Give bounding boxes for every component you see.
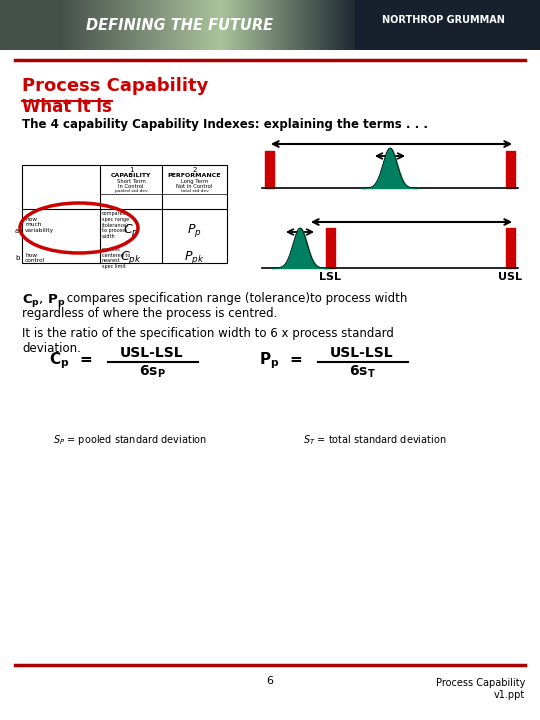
Text: Short Term: Short Term	[117, 179, 145, 184]
Text: pooled std dev: pooled std dev	[114, 189, 147, 193]
Text: how
control: how control	[25, 253, 45, 264]
Text: how
much
variability: how much variability	[25, 217, 54, 233]
Text: Process Capability
v1.ppt: Process Capability v1.ppt	[436, 678, 525, 700]
Text: 1: 1	[129, 167, 133, 173]
Text: $\mathbf{P_p}$  =: $\mathbf{P_p}$ =	[259, 351, 302, 372]
Text: $S_T$ = total standard deviation: $S_T$ = total standard deviation	[303, 433, 447, 447]
Text: process
centered to
nearest
spec limit: process centered to nearest spec limit	[102, 247, 130, 269]
Text: $\mathbf{C_p}$, $\mathbf{P_p}$: $\mathbf{C_p}$, $\mathbf{P_p}$	[22, 292, 65, 309]
Text: What it is: What it is	[22, 98, 112, 116]
Text: b: b	[15, 255, 19, 261]
Text: 2: 2	[192, 167, 197, 173]
Text: Process Capability: Process Capability	[22, 77, 208, 95]
Text: deviation.: deviation.	[22, 342, 81, 355]
Text: $\mathbf{6s_P}$: $\mathbf{6s_P}$	[139, 364, 165, 380]
Text: $C_{pk}$: $C_{pk}$	[120, 250, 142, 266]
Text: USL: USL	[498, 272, 522, 282]
Text: USL-LSL: USL-LSL	[330, 346, 394, 360]
Text: USL-LSL: USL-LSL	[120, 346, 184, 360]
Text: DEFINING THE FUTURE: DEFINING THE FUTURE	[86, 17, 274, 32]
Text: NORTHROP GRUMMAN: NORTHROP GRUMMAN	[382, 15, 504, 25]
Text: PERFORMANCE: PERFORMANCE	[168, 173, 221, 178]
Text: It is the ratio of the specification width to 6 x process standard: It is the ratio of the specification wid…	[22, 327, 394, 340]
Text: In Control: In Control	[118, 184, 144, 189]
Text: total std dev: total std dev	[180, 189, 208, 193]
Text: LSL: LSL	[319, 272, 341, 282]
Text: $C_p$: $C_p$	[123, 222, 139, 240]
Text: Long Term: Long Term	[181, 179, 208, 184]
Text: compares
spec range
(tolerance)
to process
width: compares spec range (tolerance) to proce…	[102, 211, 129, 239]
Text: CAPABILITY: CAPABILITY	[111, 173, 151, 178]
Text: The 4 capability Capability Indexes: explaining the terms . . .: The 4 capability Capability Indexes: exp…	[22, 118, 428, 131]
Text: Not in Control: Not in Control	[177, 184, 213, 189]
Text: $P_p$: $P_p$	[187, 222, 202, 240]
Text: $S_P$ = pooled standard deviation: $S_P$ = pooled standard deviation	[53, 433, 207, 447]
Text: a: a	[15, 228, 19, 234]
Text: $\mathbf{C_p}$  =: $\mathbf{C_p}$ =	[49, 351, 92, 372]
Text: compares specification range (tolerance)to process width: compares specification range (tolerance)…	[63, 292, 407, 305]
Text: regardless of where the process is centred.: regardless of where the process is centr…	[22, 307, 278, 320]
Bar	[22, 165, 227, 263]
Text: 6: 6	[267, 676, 273, 686]
Bar	[355, 0, 540, 50]
Text: $P_{pk}$: $P_{pk}$	[184, 250, 205, 266]
Text: $\mathbf{6s_T}$: $\mathbf{6s_T}$	[349, 364, 375, 380]
